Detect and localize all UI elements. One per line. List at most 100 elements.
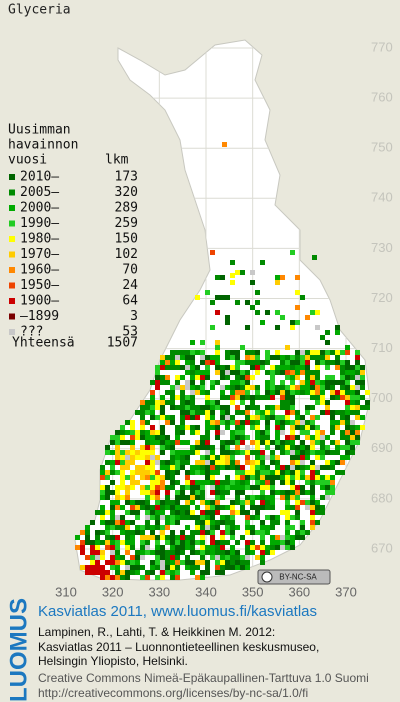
legend-count-heading: lkm [105, 153, 129, 168]
occurrence-square [175, 545, 180, 550]
occurrence-square [105, 535, 110, 540]
occurrence-square [150, 530, 155, 535]
occurrence-square [195, 485, 200, 490]
occurrence-square [270, 460, 275, 465]
occurrence-square [170, 540, 175, 545]
occurrence-square [125, 475, 130, 480]
occurrence-square [240, 440, 245, 445]
occurrence-square [280, 380, 285, 385]
occurrence-square [160, 475, 165, 480]
occurrence-square [205, 455, 210, 460]
occurrence-square [175, 425, 180, 430]
occurrence-square [250, 400, 255, 405]
occurrence-square [300, 360, 305, 365]
occurrence-square [100, 550, 105, 555]
occurrence-square [175, 510, 180, 515]
occurrence-square [290, 430, 295, 435]
occurrence-square [155, 365, 160, 370]
occurrence-square [320, 440, 325, 445]
occurrence-square [265, 395, 270, 400]
occurrence-square [220, 375, 225, 380]
occurrence-square [240, 375, 245, 380]
occurrence-square [220, 495, 225, 500]
occurrence-square [355, 430, 360, 435]
occurrence-square [110, 525, 115, 530]
legend-label: –1899 [20, 309, 59, 324]
occurrence-square [115, 525, 120, 530]
occurrence-square [215, 420, 220, 425]
occurrence-square [225, 565, 230, 570]
occurrence-square [290, 460, 295, 465]
occurrence-square [305, 500, 310, 505]
occurrence-square [335, 460, 340, 465]
occurrence-square [150, 490, 155, 495]
occurrence-square [300, 490, 305, 495]
occurrence-square [200, 390, 205, 395]
occurrence-square [290, 355, 295, 360]
occurrence-square [335, 365, 340, 370]
legend-total: 1507 [107, 336, 138, 351]
occurrence-square [280, 470, 285, 475]
occurrence-square [265, 420, 270, 425]
occurrence-square [210, 415, 215, 420]
occurrence-square [160, 440, 165, 445]
occurrence-square [250, 545, 255, 550]
occurrence-square [250, 500, 255, 505]
occurrence-square [275, 355, 280, 360]
occurrence-square [205, 400, 210, 405]
occurrence-square [185, 500, 190, 505]
occurrence-square [320, 480, 325, 485]
occurrence-square [205, 290, 210, 295]
legend-label: 2010– [20, 170, 59, 185]
occurrence-square [165, 460, 170, 465]
occurrence-square [145, 505, 150, 510]
occurrence-square [140, 435, 145, 440]
license-badge: BY-NC-SA [257, 569, 331, 585]
occurrence-square [280, 360, 285, 365]
occurrence-square [235, 375, 240, 380]
occurrence-square [205, 460, 210, 465]
occurrence-square [210, 405, 215, 410]
legend-swatch [9, 174, 15, 180]
occurrence-square [145, 400, 150, 405]
occurrence-square [140, 450, 145, 455]
occurrence-square [340, 420, 345, 425]
occurrence-square [220, 415, 225, 420]
occurrence-square [130, 460, 135, 465]
occurrence-square [130, 455, 135, 460]
occurrence-square [205, 560, 210, 565]
occurrence-square [175, 500, 180, 505]
occurrence-square [240, 450, 245, 455]
occurrence-square [235, 525, 240, 530]
occurrence-square [145, 550, 150, 555]
occurrence-square [270, 375, 275, 380]
y-tick-label: 670 [371, 540, 393, 555]
legend-count: 259 [115, 216, 138, 231]
occurrence-square [125, 465, 130, 470]
occurrence-square [170, 420, 175, 425]
occurrence-square [285, 410, 290, 415]
occurrence-square [220, 430, 225, 435]
occurrence-square [300, 535, 305, 540]
occurrence-square [115, 440, 120, 445]
occurrence-square [340, 360, 345, 365]
occurrence-square [245, 510, 250, 515]
occurrence-square [285, 435, 290, 440]
occurrence-square [285, 530, 290, 535]
occurrence-square [135, 560, 140, 565]
occurrence-square [280, 355, 285, 360]
occurrence-square [315, 500, 320, 505]
occurrence-square [200, 570, 205, 575]
x-tick-label: 340 [195, 584, 217, 599]
occurrence-square [300, 365, 305, 370]
occurrence-square [185, 480, 190, 485]
occurrence-square [145, 485, 150, 490]
occurrence-square [290, 325, 295, 330]
occurrence-square [110, 515, 115, 520]
occurrence-square [315, 355, 320, 360]
occurrence-square [300, 500, 305, 505]
occurrence-square [345, 350, 350, 355]
occurrence-square [345, 430, 350, 435]
occurrence-square [165, 550, 170, 555]
